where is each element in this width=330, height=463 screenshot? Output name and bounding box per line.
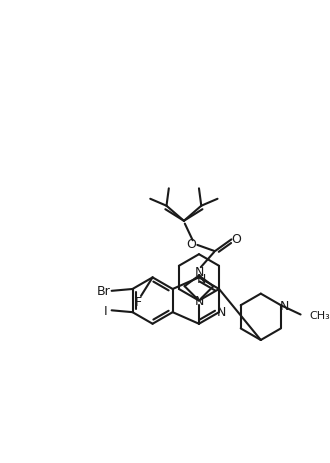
Text: Br: Br: [96, 285, 110, 298]
Text: CH₃: CH₃: [309, 311, 330, 321]
Text: N: N: [280, 299, 289, 312]
Text: N: N: [194, 266, 204, 279]
Text: O: O: [186, 238, 196, 251]
Text: F: F: [135, 295, 142, 308]
Text: N: N: [194, 294, 204, 307]
Text: O: O: [231, 232, 241, 245]
Text: N: N: [197, 272, 207, 285]
Text: N: N: [217, 305, 226, 318]
Text: I: I: [103, 304, 107, 317]
